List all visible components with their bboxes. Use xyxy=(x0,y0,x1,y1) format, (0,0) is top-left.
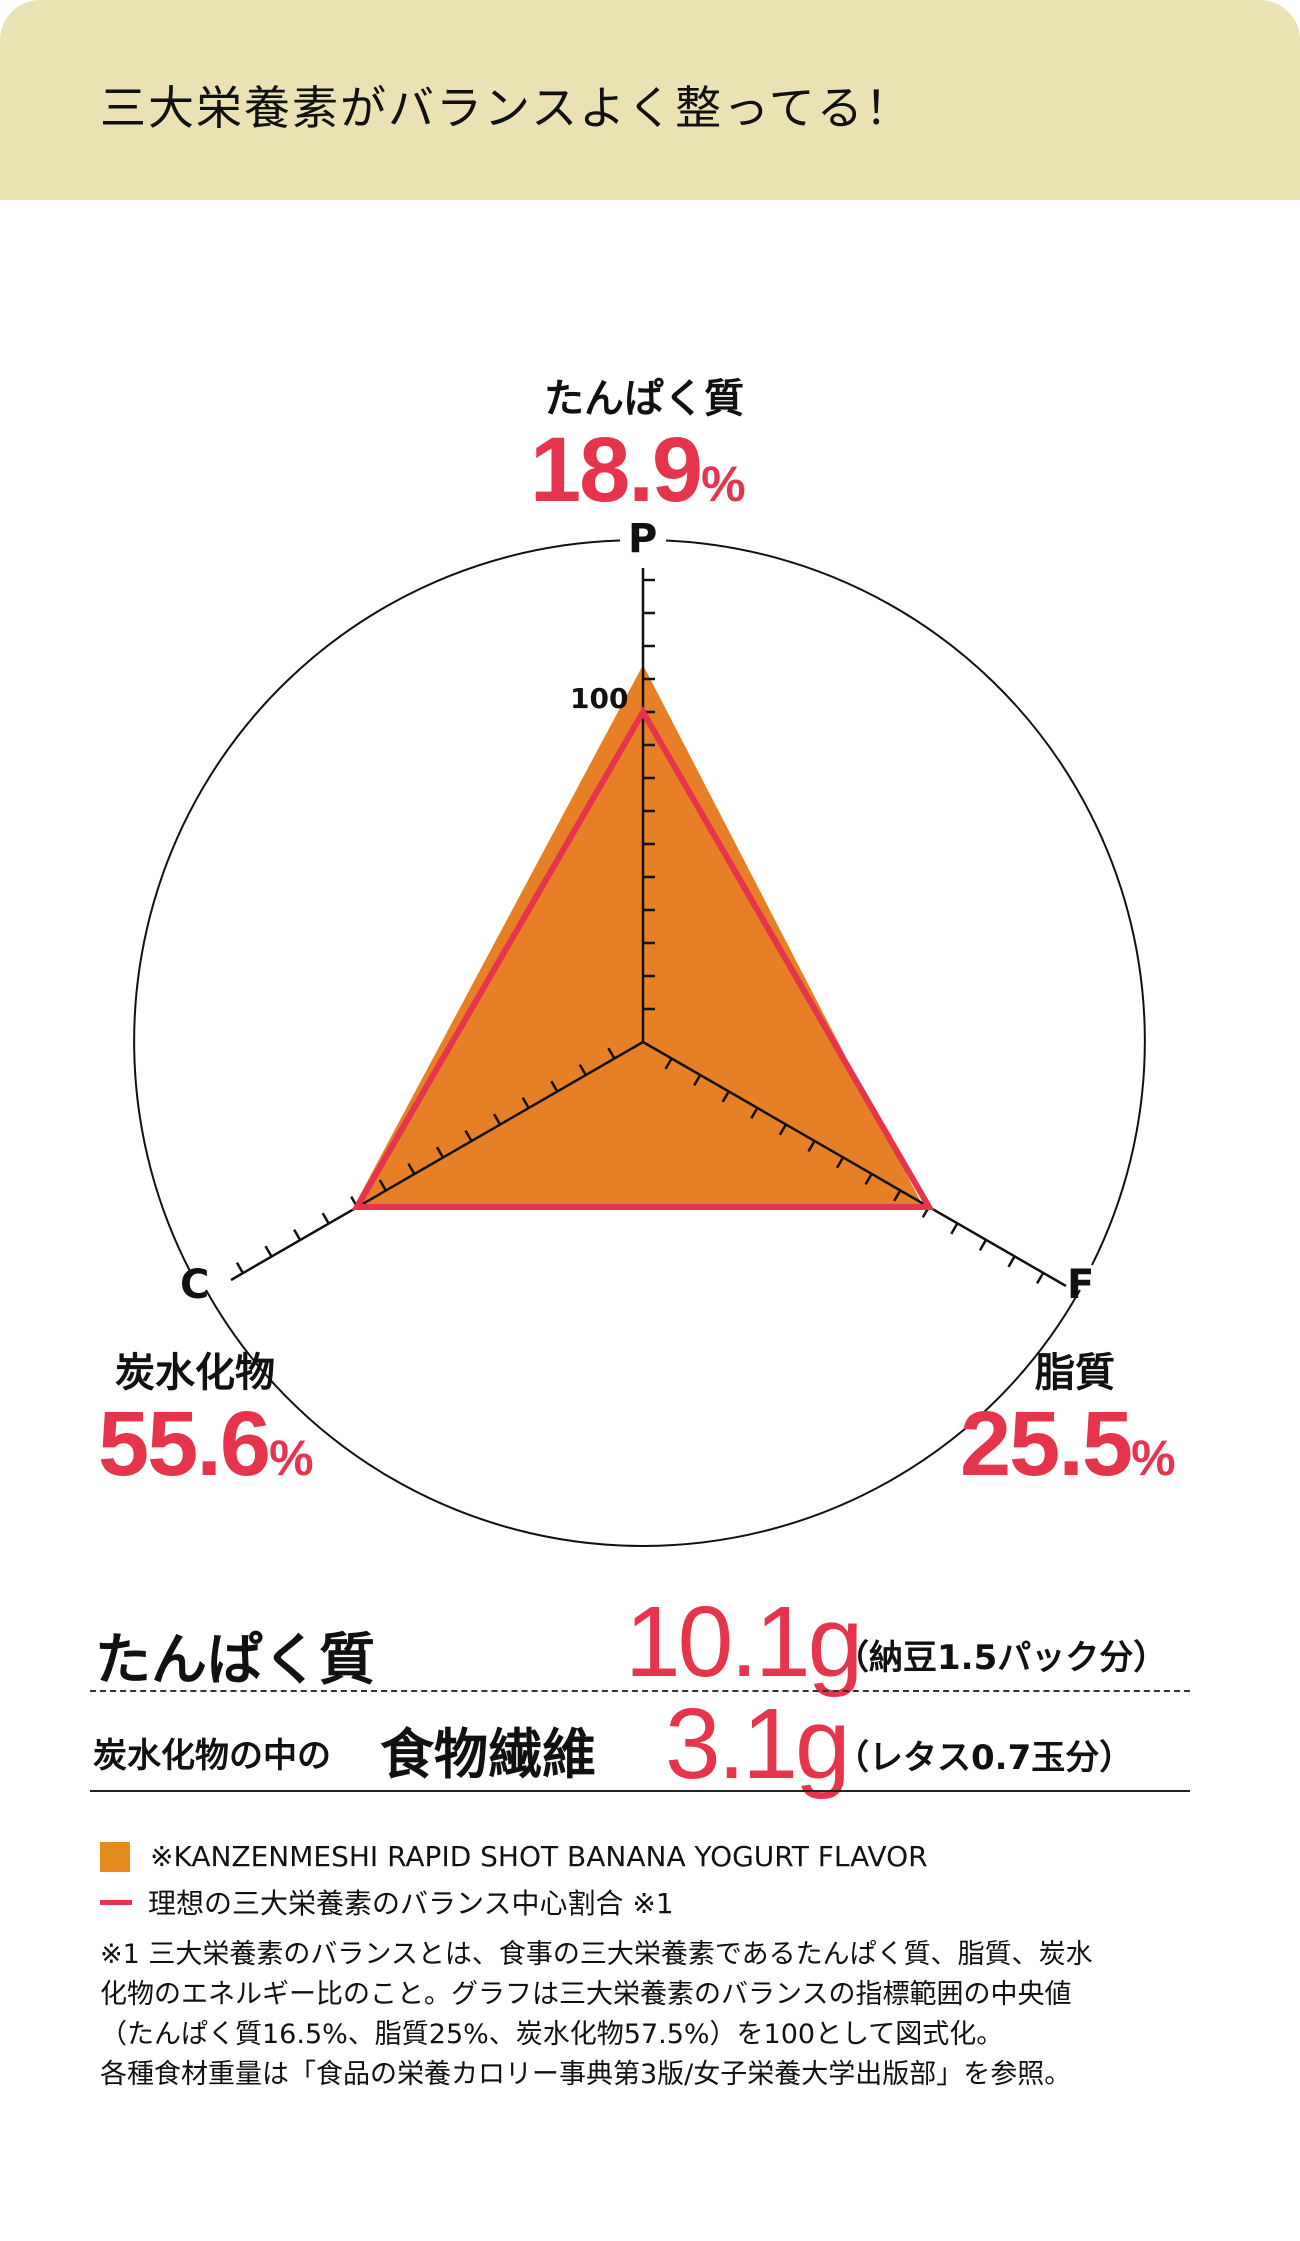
red-line-swatch-icon xyxy=(100,1899,132,1905)
footnote: ※1 三大栄養素のバランスとは、食事の三大栄養素であるたんぱく質、脂質、炭水 化… xyxy=(100,1935,1210,2095)
product-area xyxy=(353,665,924,1208)
carb-axis-label: 炭水化物 xyxy=(115,1350,275,1396)
solid-divider xyxy=(90,1790,1190,1792)
protein-equivalent: （納豆1.5パック分） xyxy=(835,1638,1168,1678)
footnote-line: ※1 三大栄養素のバランスとは、食事の三大栄養素であるたんぱく質、脂質、炭水 xyxy=(100,1939,1093,1970)
fat-axis-label: 脂質 xyxy=(1035,1350,1115,1396)
footnote-line: （たんぱく質16.5%、脂質25%、炭水化物57.5%）を100として図式化。 xyxy=(100,2019,1004,2050)
protein-percentage: 18.9% xyxy=(530,419,746,521)
legend-ideal-label: 理想の三大栄養素のバランス中心割合 ※1 xyxy=(148,1887,674,1920)
fiber-row-prefix: 炭水化物の中の xyxy=(93,1736,331,1776)
footnote-line: 各種食材重量は「食品の栄養カロリー事典第3版/女子栄養大学出版部」を参照。 xyxy=(100,2059,1072,2090)
fat-percentage: 25.5% xyxy=(960,1393,1176,1495)
legend-item-product: ※KANZENMESHI RAPID SHOT BANANA YOGURT FL… xyxy=(100,1840,928,1873)
legend-item-ideal: 理想の三大栄養素のバランス中心割合 ※1 xyxy=(100,1882,674,1922)
axis-ticks-f xyxy=(664,1057,1045,1285)
outer-circle xyxy=(133,539,1146,1547)
fiber-equivalent: （レタス0.7玉分） xyxy=(835,1738,1134,1778)
axis-letter-c: C xyxy=(180,1262,210,1308)
page-title: 三大栄養素がバランスよく整ってる！ xyxy=(100,81,913,135)
orange-swatch-icon xyxy=(100,1841,130,1872)
footnote-line: 化物のエネルギー比のこと。グラフは三大栄養素のバランスの指標範囲の中央値 xyxy=(100,1979,1072,2010)
radar-chart xyxy=(133,539,1146,1547)
axis-letter-p: P xyxy=(628,516,658,562)
ideal-balance-line xyxy=(351,706,935,1210)
axis-letter-f: F xyxy=(1067,1262,1095,1308)
fiber-grams: 3.1g xyxy=(665,1688,851,1800)
axis-ticks-p xyxy=(643,578,655,1011)
axis-ticks-c xyxy=(235,1047,616,1274)
tick-label-100: 100 xyxy=(570,682,629,715)
carb-percentage: 55.6% xyxy=(98,1393,314,1495)
header-banner: 三大栄養素がバランスよく整ってる！ xyxy=(0,0,1300,200)
fiber-row-label: 食物繊維 xyxy=(380,1723,596,1786)
legend-product-label: ※KANZENMESHI RAPID SHOT BANANA YOGURT FL… xyxy=(150,1840,928,1873)
protein-axis-label: たんぱく質 xyxy=(544,376,744,422)
dashed-divider xyxy=(90,1690,1190,1692)
protein-grams: 10.1g xyxy=(625,1586,863,1698)
protein-row-label: たんぱく質 xyxy=(95,1628,375,1693)
